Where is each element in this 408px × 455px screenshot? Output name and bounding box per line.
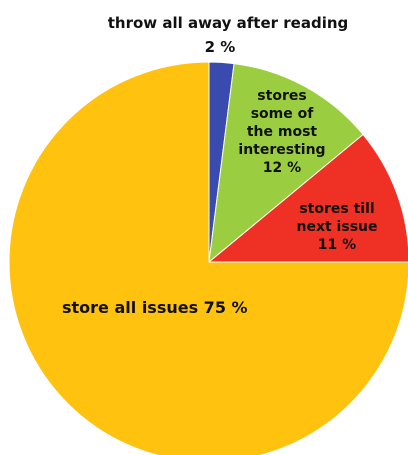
label-stores-till-line1: stores till <box>299 201 374 217</box>
label-stores-till-line2: next issue <box>297 219 378 235</box>
label-store-all: store all issues 75 % <box>62 298 248 317</box>
label-stores-some-line3: the most <box>247 124 318 140</box>
label-throw-all-away-value: 2 % <box>205 38 236 56</box>
slice-store-all <box>8 61 408 455</box>
label-stores-some-line2: some of <box>251 106 315 122</box>
label-stores-some-line4: interesting <box>238 142 325 158</box>
slice-stores-some <box>208 63 364 264</box>
label-throw-all-away: throw all away after reading <box>108 14 349 32</box>
pie-slices <box>8 61 408 455</box>
label-stores-till-value: 11 % <box>318 237 356 253</box>
label-stores-some-line1: stores <box>257 88 306 104</box>
slice-stores-till-next <box>207 133 408 263</box>
label-stores-some-value: 12 % <box>263 160 301 176</box>
